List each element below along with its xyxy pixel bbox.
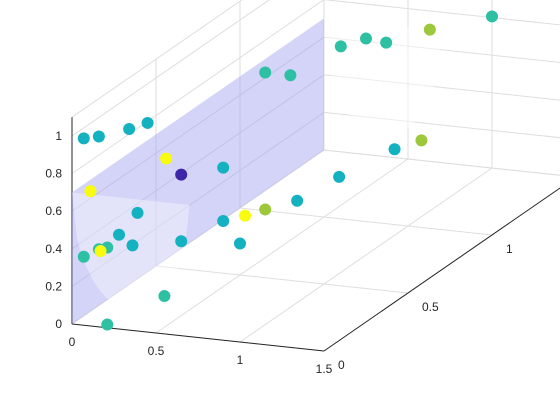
grid-line [71,149,325,325]
z-tick-label: 0.6 [45,204,62,218]
data-point [126,239,139,252]
y-tick-label: 0 [338,358,345,372]
grid-line [71,0,243,118]
data-point [77,250,90,263]
y-axis-line [323,187,560,352]
z-tick-label: 0.8 [45,167,62,181]
data-point [160,152,173,165]
data-point [486,10,498,23]
y-tick-label: 1 [506,242,513,256]
axis-grid [71,0,560,352]
grid-line [71,0,270,137]
data-point [84,185,97,198]
data-point [360,32,372,45]
data-point [101,318,114,331]
grid-line [71,36,325,212]
grid-line [71,111,325,287]
data-point [423,23,436,36]
z-tick-label: 0.2 [45,279,62,293]
data-point [131,206,144,219]
z-tick-label: 0.4 [45,242,62,256]
data-point [334,40,347,53]
x-tick-label: 0.5 [148,344,165,358]
data-point [415,134,428,147]
data-point [175,168,188,181]
x-tick-label: 1 [237,353,244,367]
surface-back-cap [324,18,442,137]
grid-line [323,0,560,26]
grid-line [71,74,325,250]
z-tick-label: 1 [55,129,62,143]
z-tick-label: 0 [55,317,62,331]
y-tick-labels: 00.511.5 [338,242,513,372]
data-point [141,116,154,129]
data-point [217,161,230,174]
data-point [333,170,346,183]
z-tick-labels: 0 0.2 0.4 0.6 0.8 1 [45,129,62,331]
data-point [388,143,401,156]
grid-line [239,207,493,236]
data-point [259,203,272,216]
data-points [77,10,498,331]
grid-line [155,158,409,334]
data-point [284,69,297,82]
data-point [94,245,107,258]
x-tick-labels: 0 0.5 1 1.5 [69,335,333,376]
data-point [259,66,272,79]
data-point [291,194,304,207]
x-tick-label: 0 [69,335,76,349]
data-point [239,209,252,222]
grid-line [323,111,560,139]
channel-surface [72,18,442,325]
x-axis-line [71,323,325,352]
data-point [234,237,246,250]
x-tick-label: 1.5 [316,362,333,376]
grid-line [71,0,325,175]
data-point [380,36,393,49]
grid-line [155,265,409,294]
y-tick-label: 0.5 [422,300,439,314]
data-point [77,132,90,145]
data-point [175,235,188,248]
surface-front-cap [72,192,190,311]
data-point [113,228,126,241]
data-point [123,123,136,135]
data-point [217,215,230,228]
grid-line [239,167,493,343]
grid-line [323,74,560,101]
data-point [92,130,105,143]
data-point [158,290,171,303]
grid-line [323,149,560,176]
